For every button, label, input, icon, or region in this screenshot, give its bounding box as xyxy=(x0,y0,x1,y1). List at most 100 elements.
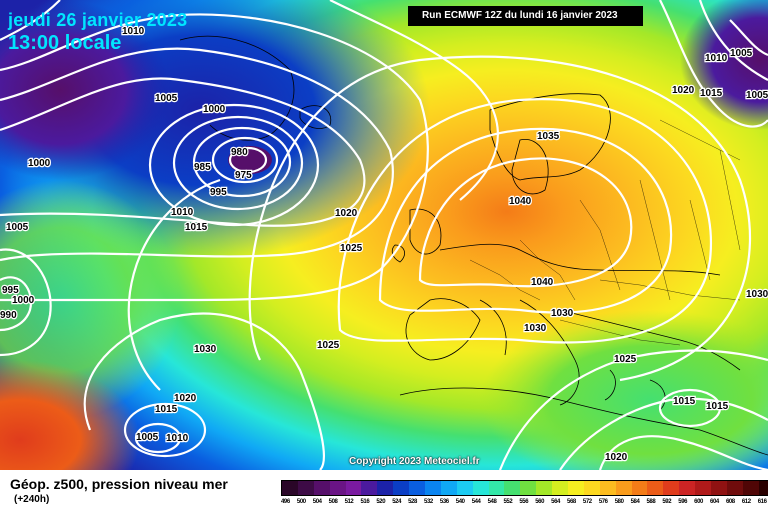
color-swatch xyxy=(742,481,759,495)
color-scale-label: 548 xyxy=(487,499,497,505)
color-scale-label: 504 xyxy=(312,499,322,505)
copyright-notice: Copyright 2023 Meteociel.fr xyxy=(349,456,480,467)
isobar-label: 1020 xyxy=(174,393,197,404)
color-swatch xyxy=(568,481,584,495)
color-scale-label: 576 xyxy=(598,499,608,505)
color-scale-label: 572 xyxy=(582,499,592,505)
isobar-label: 1010 xyxy=(171,207,194,218)
color-swatch xyxy=(552,481,569,495)
color-scale-label: 512 xyxy=(344,499,354,505)
isobar-label: 1000 xyxy=(28,158,51,169)
color-scale-label: 612 xyxy=(741,499,751,505)
isobar-label: 1015 xyxy=(155,404,178,415)
isobar-label: 1015 xyxy=(185,222,208,233)
color-swatch xyxy=(409,481,426,495)
color-swatch xyxy=(361,481,378,495)
isobar-label: 1040 xyxy=(531,277,554,288)
isobar-label: 1030 xyxy=(524,323,547,334)
color-scale-label: 500 xyxy=(296,499,306,505)
color-scale-label: 600 xyxy=(694,499,703,505)
isobar-label: 1010 xyxy=(705,53,728,64)
color-scale-label: 508 xyxy=(328,499,338,505)
isobar-label: 1000 xyxy=(12,295,35,306)
isobar-label: 1040 xyxy=(509,196,532,207)
color-scale-label: 608 xyxy=(725,499,735,505)
model-run-label: Run ECMWF 12Z du lundi 16 janvier 2023 xyxy=(408,6,643,26)
isobar-label: 1020 xyxy=(605,452,628,463)
color-swatch xyxy=(679,481,696,495)
isobar-labels: 1010 1005 1000 980 985 995 975 1010 1015… xyxy=(0,25,768,465)
color-scale-label: 604 xyxy=(710,499,719,505)
color-scale-label: 524 xyxy=(392,499,402,505)
isobar-label: 1025 xyxy=(614,354,637,365)
forecast-date: jeudi 26 janvier 2023 xyxy=(8,10,188,30)
color-swatch xyxy=(282,481,298,495)
color-scale-label: 616 xyxy=(757,499,767,505)
color-scale-label: 528 xyxy=(408,499,417,505)
color-scale-label: 544 xyxy=(471,499,481,505)
color-swatch xyxy=(726,481,743,495)
isobar-label: 1005 xyxy=(155,93,178,104)
color-swatch xyxy=(297,481,314,495)
color-swatch xyxy=(520,481,537,495)
map-canvas: 1010 1005 1000 980 985 995 975 1010 1015… xyxy=(0,0,768,470)
isobar-label: 1005 xyxy=(136,432,159,443)
isobar-label: 1035 xyxy=(537,131,560,142)
color-scale-label: 560 xyxy=(535,499,545,505)
isobar-label: 1030 xyxy=(551,308,574,319)
country-borders xyxy=(469,119,741,346)
color-scale-label: 540 xyxy=(455,499,465,505)
isobar-label: 995 xyxy=(210,187,227,198)
isobar-label: 1010 xyxy=(122,26,145,37)
isobar-label: 1005 xyxy=(746,90,768,101)
isobar-label: 1005 xyxy=(6,222,29,233)
isobar-label: 975 xyxy=(235,170,252,181)
color-swatch xyxy=(377,481,394,495)
color-scale-label: 588 xyxy=(646,499,656,505)
forecast-time: 13:00 locale xyxy=(8,32,122,54)
color-scale-label: 564 xyxy=(551,499,560,505)
geopotential-map: 1010 1005 1000 980 985 995 975 1010 1015… xyxy=(0,0,768,470)
isobar-label: 980 xyxy=(231,147,248,158)
forecast-range: (+240h) xyxy=(14,494,50,505)
color-scale-label: 536 xyxy=(439,499,449,505)
color-scale-labels: 496 500 504 508 512 516 520 524 528 532 536 540 544 5… xyxy=(281,499,768,505)
color-scale-bar xyxy=(281,480,768,496)
isobar-label: 1010 xyxy=(166,433,189,444)
color-scale-label: 568 xyxy=(567,499,576,505)
low-purple-west xyxy=(0,0,170,180)
isobar-lines xyxy=(0,0,768,470)
color-scale-label: 580 xyxy=(614,499,624,505)
low-purple-east xyxy=(680,0,768,130)
isobar-label: 1015 xyxy=(673,396,696,407)
color-swatch xyxy=(758,481,768,495)
color-swatch xyxy=(456,481,473,495)
color-swatch xyxy=(615,481,632,495)
parameter-title: Géop. z500, pression niveau mer xyxy=(10,476,228,492)
color-scale-label: 516 xyxy=(360,499,370,505)
color-scale-label: 496 xyxy=(281,499,290,505)
color-swatch xyxy=(345,481,362,495)
color-scale-label: 552 xyxy=(503,499,513,505)
isobar-label: 1030 xyxy=(194,344,217,355)
color-swatch xyxy=(695,481,712,495)
isobar-label: 1030 xyxy=(746,289,768,300)
color-swatch xyxy=(488,481,505,495)
color-swatch xyxy=(504,481,521,495)
color-swatch xyxy=(711,481,727,495)
color-swatch xyxy=(647,481,664,495)
color-swatch xyxy=(425,481,441,495)
color-scale-label: 520 xyxy=(376,499,386,505)
color-swatch xyxy=(313,481,330,495)
isobar-label: 1005 xyxy=(730,48,753,59)
isobar-label: 995 xyxy=(2,285,19,296)
isobar-label: 1025 xyxy=(340,243,363,254)
isobar-label: 990 xyxy=(0,310,17,321)
isobar-label: 1000 xyxy=(203,104,226,115)
color-swatch xyxy=(599,481,616,495)
isobar-label: 1020 xyxy=(335,208,358,219)
color-scale-label: 584 xyxy=(630,499,640,505)
coastlines xyxy=(179,35,768,456)
color-swatch xyxy=(393,481,410,495)
